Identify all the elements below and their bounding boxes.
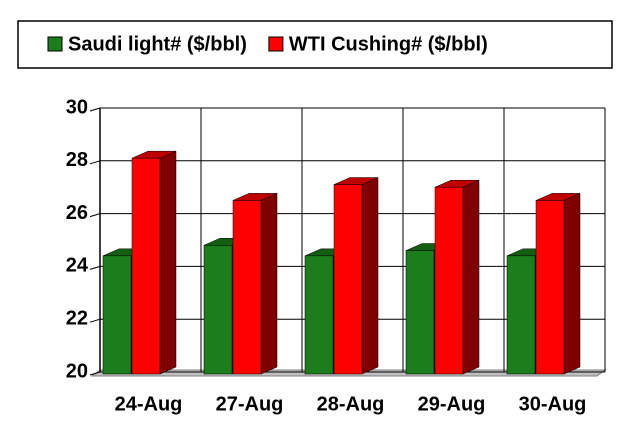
legend-swatch	[268, 36, 284, 52]
bar	[203, 245, 233, 375]
bar	[506, 255, 536, 375]
y-tick	[89, 265, 101, 270]
legend-swatch	[47, 36, 63, 52]
x-tick-label: 27-Aug	[216, 393, 284, 415]
y-tick	[89, 318, 101, 323]
y-tick-label: 28	[66, 149, 88, 171]
legend-box	[17, 20, 613, 69]
y-tick	[89, 107, 101, 112]
legend-label: Saudi light# ($/bbl)	[68, 33, 247, 55]
bar	[333, 184, 363, 375]
y-tick	[89, 371, 101, 376]
y-tick	[89, 160, 101, 165]
bar	[405, 250, 435, 375]
y-tick-label: 26	[66, 202, 88, 224]
bar	[102, 255, 132, 375]
bar	[434, 186, 464, 375]
y-tick-label: 20	[66, 360, 88, 382]
legend-label: WTI Cushing# ($/bbl)	[289, 33, 488, 55]
x-tick-label: 29-Aug	[418, 393, 486, 415]
x-tick-label: 28-Aug	[317, 393, 385, 415]
bar-side	[462, 179, 480, 375]
bar-side	[159, 150, 177, 375]
bar-side	[260, 193, 278, 375]
y-tick-label: 22	[66, 307, 88, 329]
bar-side	[563, 193, 581, 375]
bar	[535, 200, 565, 375]
x-tick-label: 30-Aug	[519, 393, 587, 415]
bar	[131, 157, 161, 375]
bar	[232, 200, 262, 375]
y-tick-label: 30	[66, 96, 88, 118]
y-tick	[89, 213, 101, 218]
bar	[304, 255, 334, 375]
bar-side	[361, 177, 379, 375]
x-tick-label: 24-Aug	[115, 393, 183, 415]
y-tick-label: 24	[66, 255, 89, 277]
